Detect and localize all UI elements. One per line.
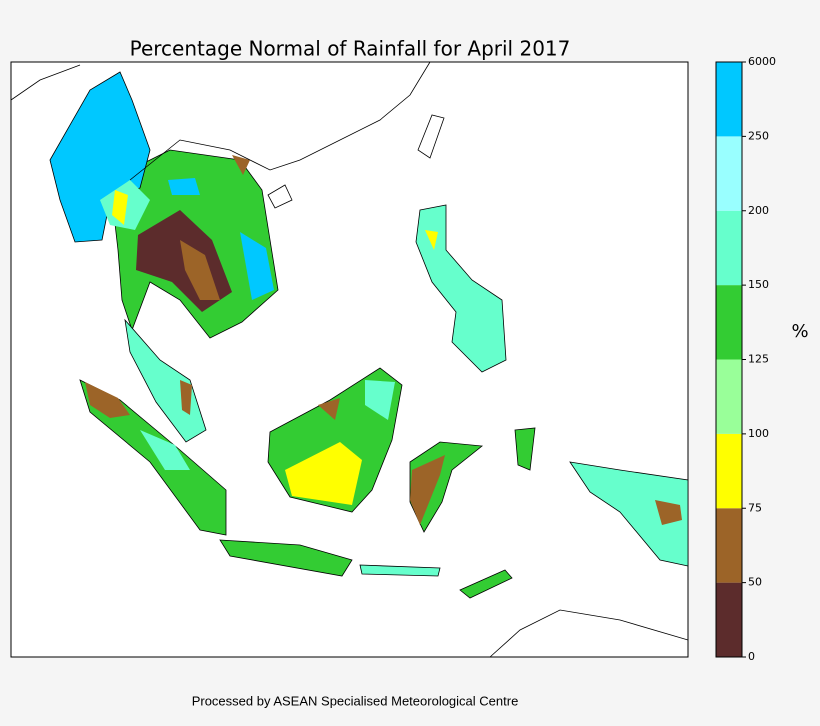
colorbar-segment: [716, 433, 742, 509]
colorbar: 0 50 75 100 125 150 200 250 6000: [715, 55, 776, 663]
region: [168, 178, 200, 195]
region: [365, 380, 395, 420]
colorbar-tick-label: 125: [748, 353, 769, 366]
colorbar-tick-label: 50: [748, 576, 762, 589]
region: [112, 190, 128, 225]
colorbar-segment: [716, 62, 742, 137]
map: [10, 61, 689, 658]
colorbar-tick-label: 6000: [748, 55, 776, 68]
colorbar-label: %: [791, 321, 808, 342]
timor: [459, 569, 513, 599]
colorbar-segment: [716, 285, 742, 360]
colorbar-tick-label: 250: [748, 129, 769, 142]
region: [425, 230, 438, 250]
colorbar-tick-label: 150: [748, 278, 769, 291]
region: [180, 240, 220, 300]
new-guinea: [569, 461, 689, 567]
colorbar-segment: [716, 582, 742, 657]
colorbar-tick-label: 0: [748, 650, 755, 663]
myanmar: [49, 71, 151, 243]
map-title: Percentage Normal of Rainfall for April …: [130, 37, 571, 61]
coastline: [489, 609, 689, 658]
region: [85, 382, 130, 418]
coastline: [10, 61, 431, 181]
lesser-sunda: [359, 564, 441, 577]
halmahera: [514, 427, 536, 471]
sumatra: [79, 379, 227, 536]
colorbar-tick-label: 75: [748, 501, 762, 514]
philippines: [415, 204, 507, 373]
colorbar-segment: [716, 136, 742, 211]
region: [655, 500, 682, 525]
footer: Processed by ASEAN Specialised Meteorolo…: [192, 693, 519, 708]
java: [219, 539, 353, 577]
region: [240, 232, 274, 300]
taiwan: [417, 114, 445, 159]
region: [285, 442, 362, 505]
colorbar-segment: [716, 359, 742, 434]
region: [180, 380, 192, 415]
region: [232, 155, 250, 175]
hainan: [267, 184, 293, 209]
region: [318, 398, 340, 420]
colorbar-segment: [716, 508, 742, 583]
region: [140, 430, 190, 470]
region: [410, 455, 445, 525]
colorbar-segment: [716, 210, 742, 286]
colorbar-tick-label: 200: [748, 204, 769, 217]
colorbar-tick-label: 100: [748, 427, 769, 440]
